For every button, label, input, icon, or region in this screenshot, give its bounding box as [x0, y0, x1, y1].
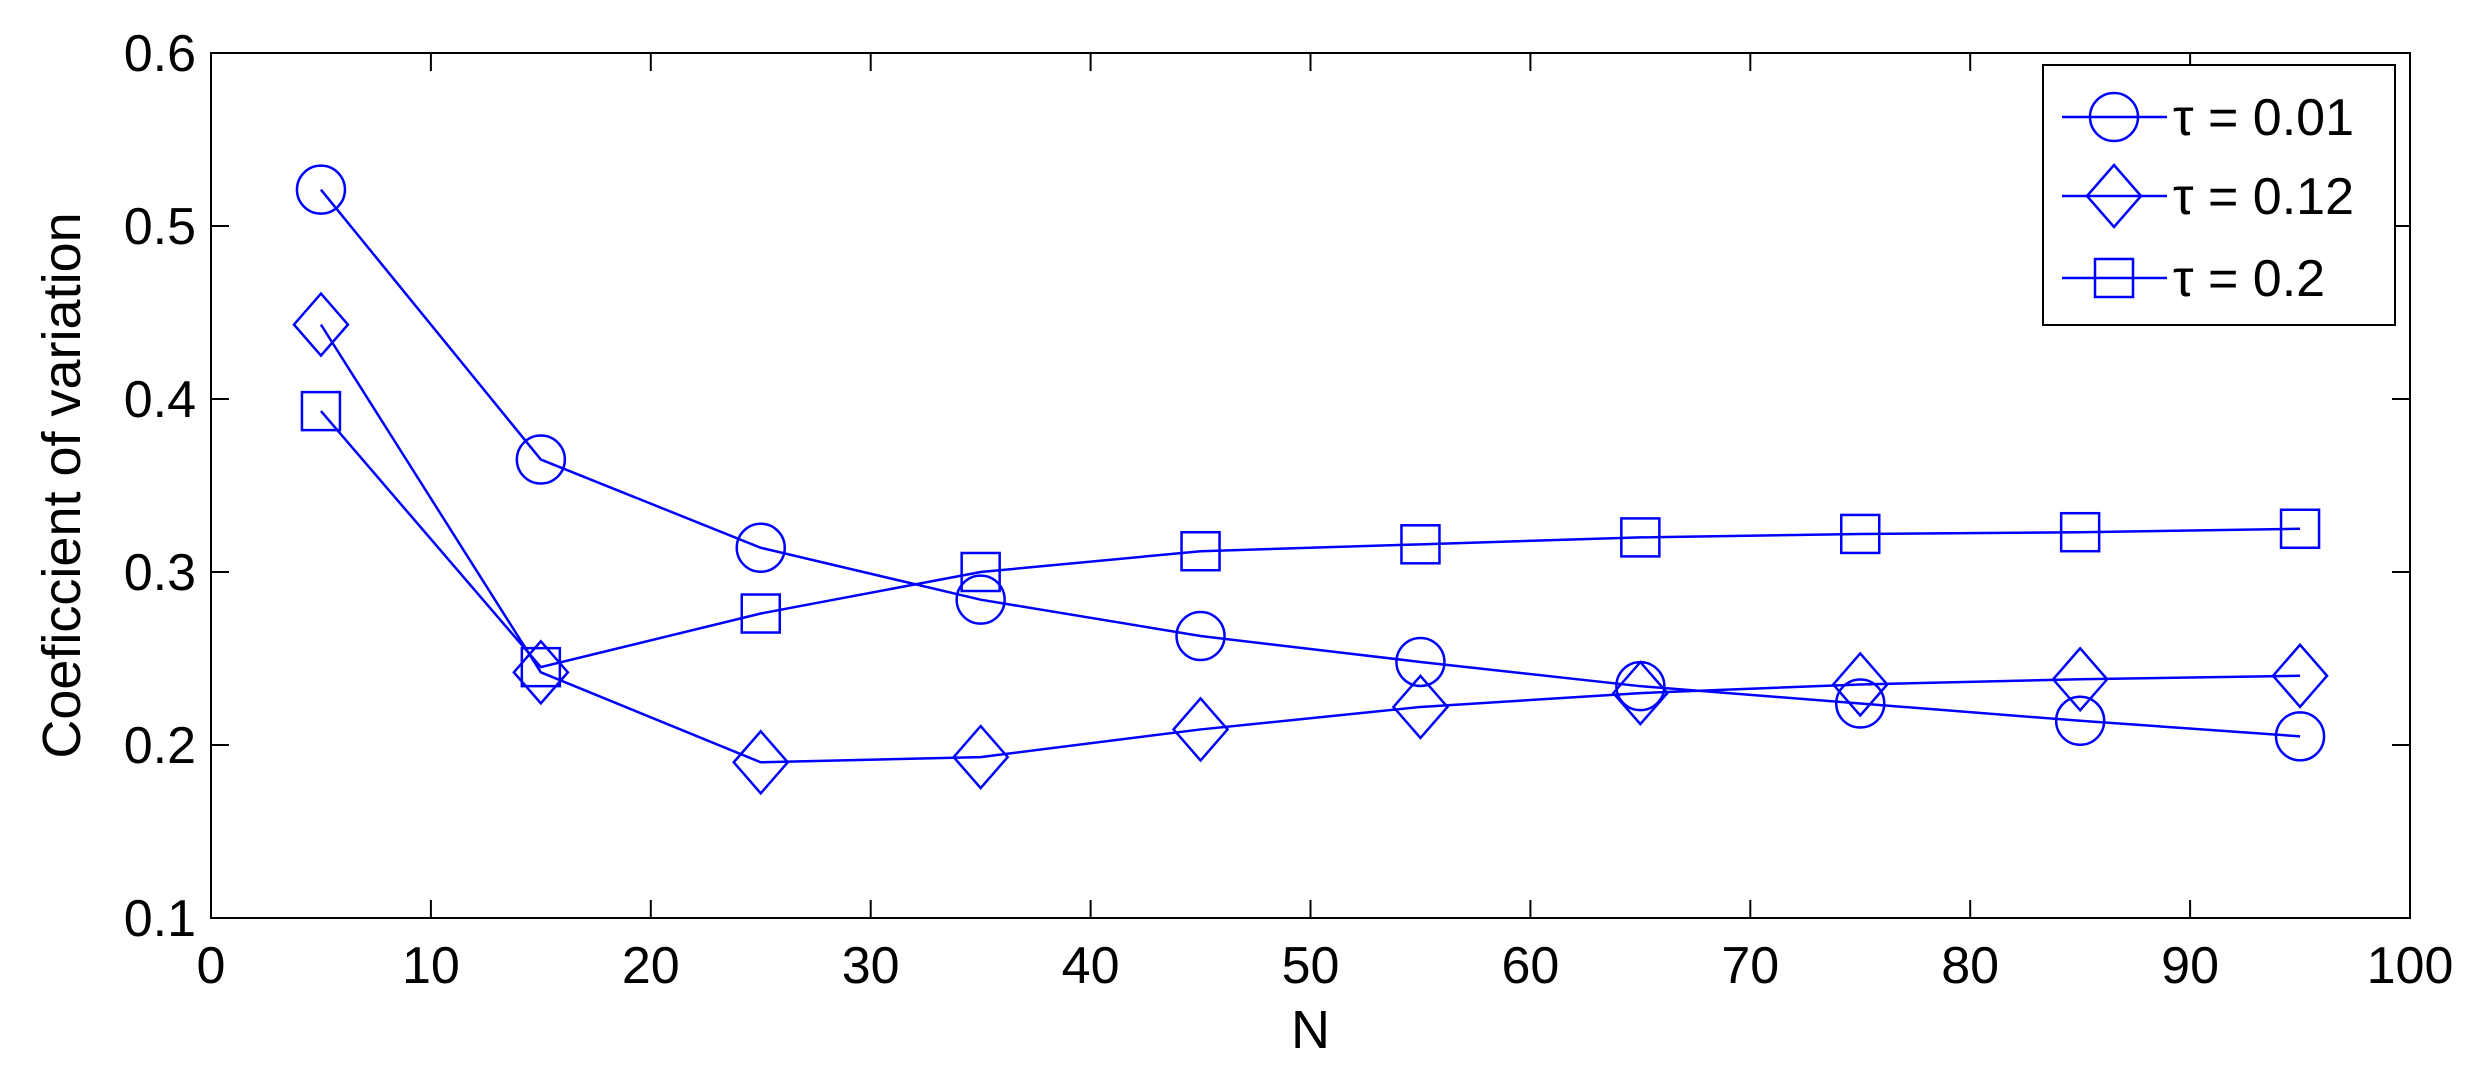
- series-1-point-x45: [1175, 610, 1226, 662]
- y-tick-label: 0.3: [124, 544, 196, 602]
- series-1-line: [319, 188, 2301, 738]
- y-tick-label: 0.1: [124, 890, 196, 948]
- series-3-point-x35: [960, 551, 1001, 593]
- x-tick-label: 100: [2367, 937, 2454, 995]
- series-2-point-x55: [1391, 674, 1450, 740]
- series-3-point-x5: [300, 390, 342, 432]
- x-tick-label: 60: [1501, 937, 1559, 995]
- series-1-point-x5: [295, 164, 347, 215]
- series-2-point-x65: [1611, 660, 1670, 727]
- series-2-point-x45: [1171, 696, 1230, 763]
- legend-marker-swatch: [2093, 257, 2135, 299]
- series-3: [300, 390, 2321, 688]
- y-tick-label: 0.2: [124, 717, 196, 775]
- legend: τ = 0.01 τ = 0.12 τ = 0.2: [2042, 64, 2396, 326]
- series-1-point-x25: [735, 522, 786, 574]
- series-1-point-x55: [1395, 636, 1446, 688]
- y-tick-label: 0.6: [124, 25, 196, 83]
- series-3-point-x15: [520, 646, 562, 688]
- series-3-point-x95: [2279, 508, 2321, 549]
- series-2-point-x25: [732, 729, 790, 796]
- x-tick-label: 20: [622, 937, 680, 995]
- legend-marker-swatch: [2085, 163, 2143, 229]
- series-1-point-x15: [515, 434, 567, 485]
- series-1: [295, 164, 2326, 762]
- series-3-point-x85: [2059, 511, 2101, 553]
- series-3-point-x65: [1620, 517, 1661, 558]
- series-layer: [292, 164, 2329, 796]
- series-2-point-x35: [951, 724, 1010, 791]
- y-tick-label: 0.4: [124, 371, 196, 429]
- series-2-point-x5: [292, 291, 350, 358]
- series-1-point-x95: [2274, 711, 2326, 762]
- series-2-point-x95: [2271, 642, 2329, 709]
- series-2-point-x75: [1831, 651, 1889, 718]
- series-3-point-x25: [740, 593, 781, 634]
- series-3-point-x75: [1840, 513, 1881, 555]
- x-tick-label: 30: [842, 937, 900, 995]
- x-tick-label: 90: [2161, 937, 2219, 995]
- legend-marker-swatch: [2088, 91, 2140, 143]
- series-1-point-x75: [1835, 678, 1886, 729]
- x-tick-label: 80: [1941, 937, 1999, 995]
- legend-item-0-01: τ = 0.01: [2062, 89, 2354, 147]
- x-tick-label: 0: [197, 937, 226, 995]
- legend-item-0-2: τ = 0.2: [2062, 250, 2325, 308]
- series-3-point-x55: [1400, 524, 1441, 565]
- x-tick-label: 70: [1721, 937, 1779, 995]
- x-tick-label: 40: [1062, 937, 1120, 995]
- series-1-point-x35: [955, 574, 1006, 625]
- axes-layer: 0 10 20 30 40 50 60 70 80 90 100 0.1 0.2 0.3 0.4 0.5 0.6: [124, 25, 2454, 995]
- series-2-line: [319, 323, 2301, 764]
- x-axis-label: N: [1291, 1000, 1330, 1060]
- x-tick-label: 50: [1282, 937, 1340, 995]
- y-tick-label: 0.5: [124, 198, 196, 256]
- y-axis-label: Coeficcient of variation: [32, 212, 92, 758]
- legend-item-0-12: τ = 0.12: [2062, 163, 2354, 229]
- x-tick-label: 10: [402, 937, 460, 995]
- series-2-point-x85: [2051, 646, 2109, 713]
- series-1-point-x85: [2054, 695, 2106, 747]
- series-3-line: [320, 410, 2301, 669]
- legend-label: τ = 0.2: [2173, 250, 2325, 308]
- legend-label: τ = 0.01: [2173, 89, 2354, 147]
- series-3-point-x45: [1180, 530, 1221, 572]
- legend-label: τ = 0.12: [2173, 168, 2354, 226]
